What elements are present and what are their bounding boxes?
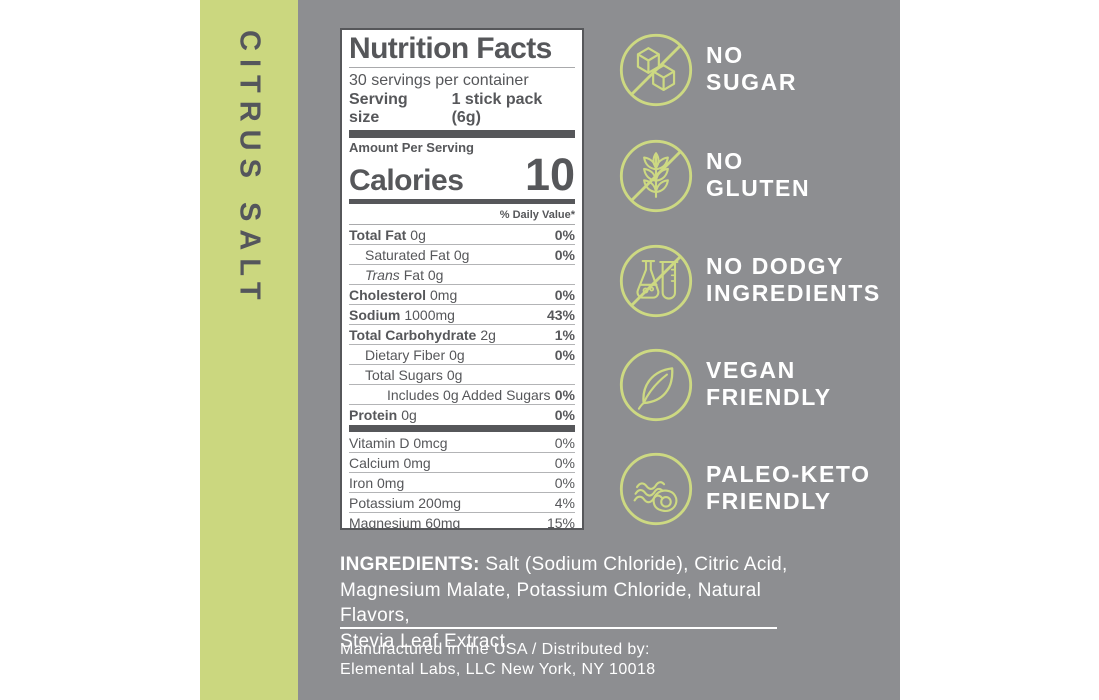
no-gluten-icon	[619, 139, 693, 213]
paleo-keto-friendly-icon	[619, 452, 693, 526]
ingredients-line1: INGREDIENTS: Salt (Sodium Chloride), Cit…	[340, 554, 788, 575]
vegan-friendly-icon	[619, 348, 693, 422]
nutrient-row-protein: Protein 0g 0%	[349, 404, 575, 424]
nutrition-facts-panel: Nutrition Facts 30 servings per containe…	[340, 28, 584, 530]
nutrient-row-total-carbohydrate: Total Carbohydrate 2g 1%	[349, 324, 575, 344]
vitamin-row-potassium: Potassium 200mg 4%	[349, 492, 575, 512]
thick-bar	[349, 130, 575, 139]
medium-bar	[349, 199, 575, 205]
vitamin-row-calcium: Calcium 0mg 0%	[349, 452, 575, 472]
distributor-line: Elemental Labs, LLC New York, NY 10018	[340, 661, 656, 679]
no-sugar-icon	[619, 33, 693, 107]
calories-row: Calories 10	[349, 148, 575, 200]
serving-size-row: Serving size 1 stick pack (6g)	[349, 90, 575, 129]
nutrient-row-cholesterol: Cholesterol 0mg 0%	[349, 284, 575, 304]
ingredients-label: INGREDIENTS:	[340, 554, 480, 575]
no-dodgy-ingredients-icon	[619, 244, 693, 318]
badge-no-gluten: NO GLUTEN	[706, 148, 811, 201]
thick-bar	[349, 425, 575, 433]
daily-value-header: % Daily Value*	[349, 206, 575, 226]
nutrient-row-saturated-fat: Saturated Fat 0g 0%	[349, 244, 575, 264]
nutrient-row-sodium: Sodium 1000mg 43%	[349, 304, 575, 324]
serving-size-label: Serving size	[349, 91, 408, 126]
flavor-stripe	[200, 0, 298, 700]
distribution-block: Manufactured in the USA / Distributed by…	[340, 640, 656, 681]
ingredients-line2: Magnesium Malate, Potassium Chloride, Na…	[340, 579, 762, 627]
divider-hairline	[349, 66, 575, 68]
nutrient-row-dietary-fiber: Dietary Fiber 0g 0%	[349, 344, 575, 364]
badge-no-dodgy-ingredients: NO DODGY INGREDIENTS	[706, 253, 881, 306]
vitamin-row-vitamin-d: Vitamin D 0mcg 0%	[349, 434, 575, 451]
vitamin-row-iron: Iron 0mg 0%	[349, 472, 575, 492]
calories-value: 10	[524, 148, 575, 200]
vitamin-row-magnesium: Magnesium 60mg 15%	[349, 512, 575, 528]
badge-vegan-friendly: VEGAN FRIENDLY	[706, 357, 832, 410]
nutrient-row-added-sugars: Includes 0g Added Sugars 0%	[349, 384, 575, 404]
calories-label: Calories	[349, 163, 464, 197]
nutrient-row-total-sugars: Total Sugars 0g	[349, 364, 575, 384]
nutrient-row-total-fat: Total Fat 0g 0%	[349, 226, 575, 243]
nutrition-facts-title: Nutrition Facts	[349, 32, 552, 65]
servings-per-container: 30 servings per container	[349, 71, 529, 89]
amount-per-serving-label: Amount Per Serving	[349, 140, 474, 156]
ingredients-block: INGREDIENTS: Salt (Sodium Chloride), Cit…	[340, 552, 800, 655]
serving-size-value: 1 stick pack (6g)	[451, 91, 543, 126]
flavor-name-vertical: CITRUS SALT	[200, 30, 298, 680]
flavor-name-text: CITRUS SALT	[233, 30, 266, 308]
manufactured-line: Manufactured in the USA / Distributed by…	[340, 641, 650, 658]
badge-paleo-keto-friendly: PALEO-KETO FRIENDLY	[706, 461, 871, 514]
badge-no-sugar: NO SUGAR	[706, 42, 798, 95]
footer-divider	[340, 627, 777, 629]
ingredients-line3: Stevia Leaf Extract.	[340, 630, 511, 652]
nutrient-row-trans-fat: Trans Fat 0g	[349, 264, 575, 284]
